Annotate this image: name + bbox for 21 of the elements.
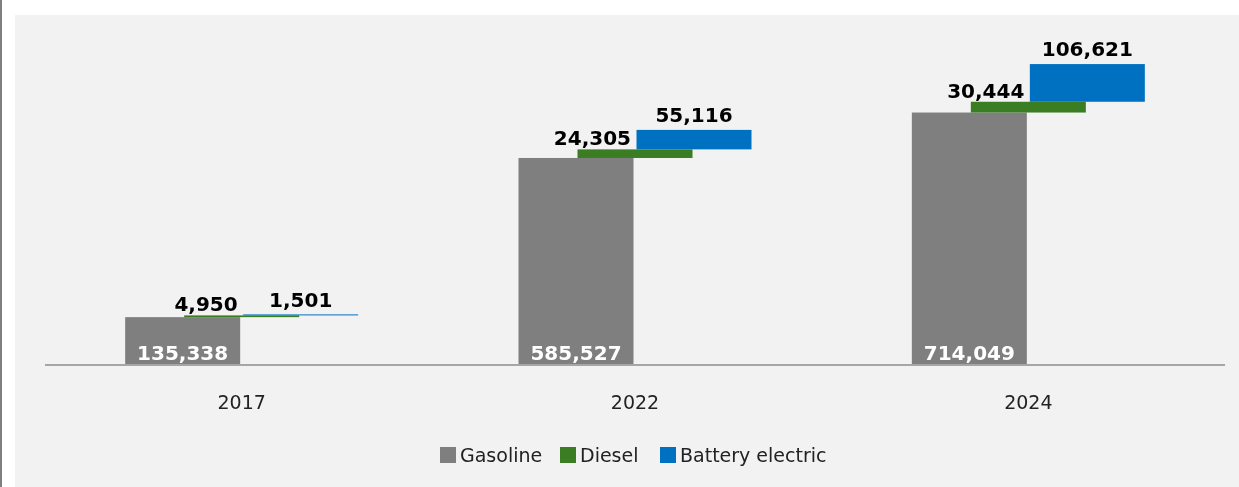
- data-label: 55,116: [655, 102, 733, 127]
- legend-label: Gasoline: [460, 444, 543, 466]
- legend-label: Battery electric: [680, 444, 827, 466]
- x-tick-label: 2022: [610, 391, 660, 413]
- data-label: 135,338: [137, 341, 229, 365]
- bar: [518, 157, 634, 365]
- data-label: 106,621: [1041, 37, 1133, 62]
- bar: [636, 129, 752, 150]
- bar: [970, 101, 1086, 113]
- bar: [911, 112, 1027, 365]
- data-label: 4,950: [174, 292, 238, 317]
- data-label: 24,305: [553, 126, 631, 151]
- x-tick-label: 2024: [1004, 391, 1053, 413]
- data-label: 714,049: [923, 341, 1015, 365]
- data-label: 585,527: [530, 341, 622, 365]
- data-label: 1,501: [269, 287, 333, 312]
- bar: [577, 149, 693, 158]
- data-label: 30,444: [947, 78, 1025, 103]
- legend-label: Diesel: [580, 444, 639, 466]
- bar: [1029, 64, 1145, 102]
- x-tick-label: 2017: [217, 391, 266, 413]
